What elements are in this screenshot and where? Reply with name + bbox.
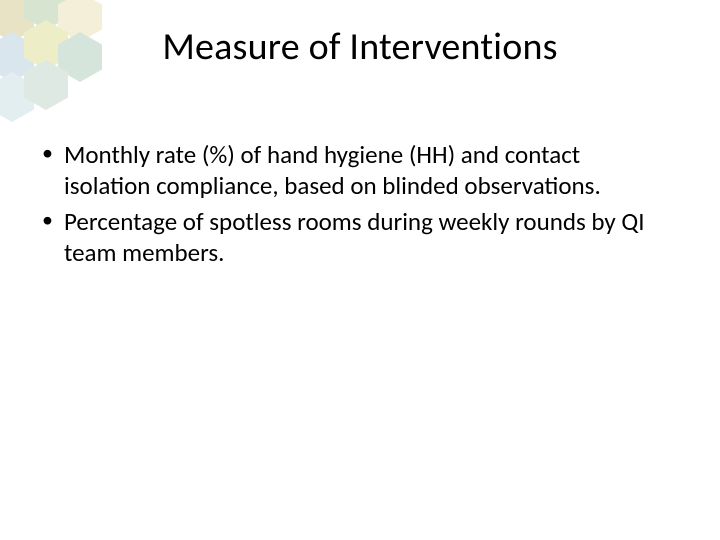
hexagon-icon <box>0 72 34 122</box>
bullet-item: Percentage of spotless rooms during week… <box>36 207 670 268</box>
bullet-item: Monthly rate (%) of hand hygiene (HH) an… <box>36 140 670 201</box>
bullet-list: Monthly rate (%) of hand hygiene (HH) an… <box>36 140 670 274</box>
slide-title: Measure of Interventions <box>0 24 720 70</box>
